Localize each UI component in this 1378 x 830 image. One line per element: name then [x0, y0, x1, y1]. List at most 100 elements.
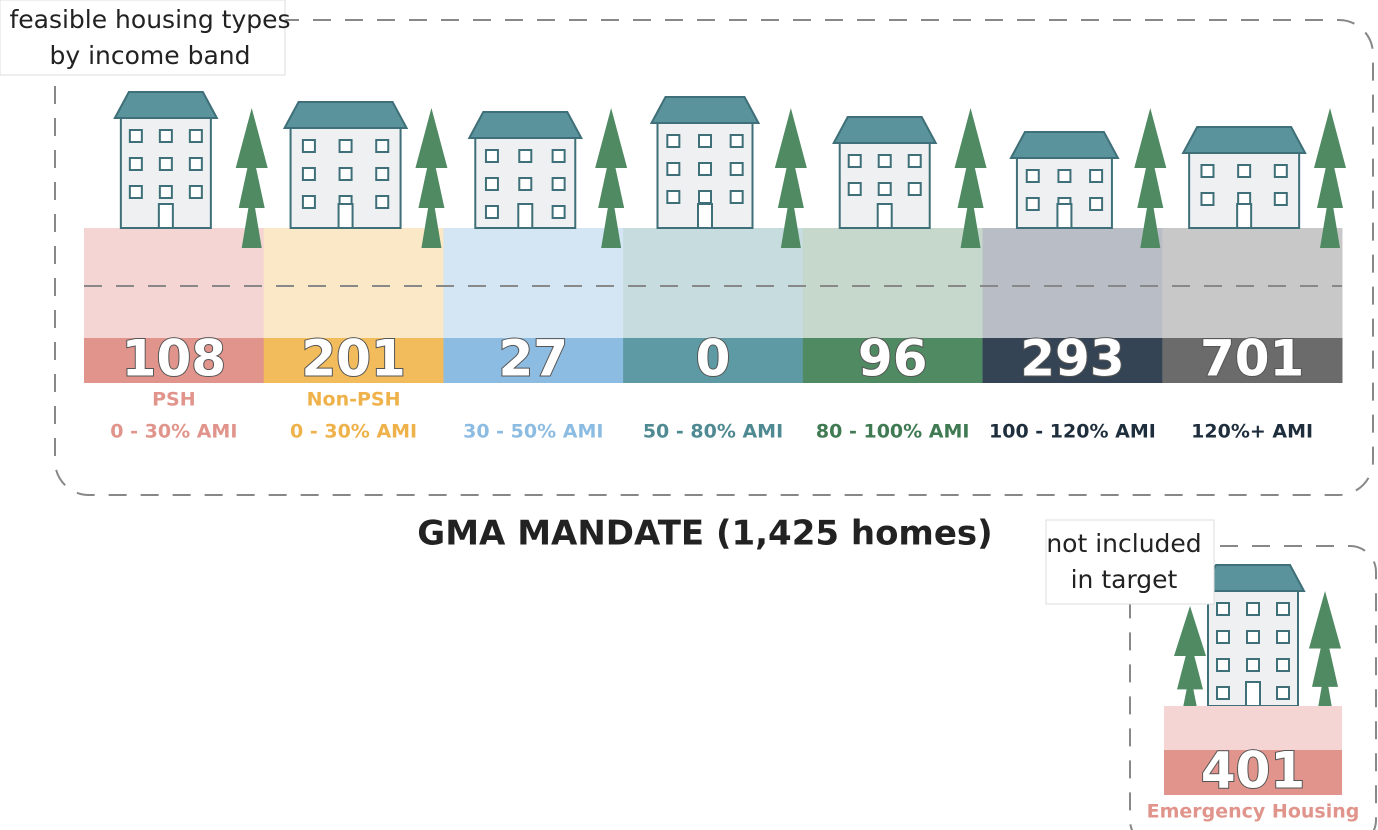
band-number: 96 [858, 330, 928, 388]
window [849, 155, 861, 167]
window [486, 178, 498, 190]
window [731, 163, 743, 175]
band-label: PSH [152, 389, 196, 411]
band-number: 293 [1020, 330, 1124, 388]
window [553, 150, 565, 162]
band-label: 0 - 30% AMI [290, 421, 417, 443]
roof [1183, 127, 1305, 153]
side-callout-text: in target [1071, 565, 1178, 594]
window [486, 206, 498, 218]
window [1277, 631, 1289, 643]
window [303, 140, 315, 152]
window [340, 140, 352, 152]
window [1027, 198, 1039, 210]
window [376, 168, 388, 180]
band-label: 120%+ AMI [1191, 421, 1313, 443]
band-light [803, 228, 983, 338]
band-number: 201 [301, 330, 405, 388]
emergency-label: Emergency Housing [1147, 801, 1360, 823]
window [376, 140, 388, 152]
roof [469, 112, 581, 138]
callout-text: feasible housing types [9, 5, 290, 34]
window [303, 168, 315, 180]
roof [1202, 565, 1304, 591]
band-label: 80 - 100% AMI [816, 421, 970, 443]
window [1217, 631, 1229, 643]
window [160, 186, 172, 198]
window [130, 130, 142, 142]
side-callout-text: not included [1046, 529, 1201, 558]
door [698, 204, 712, 228]
door [159, 204, 173, 228]
window [699, 191, 711, 203]
window [1277, 603, 1289, 615]
tree [1323, 698, 1327, 706]
window [303, 196, 315, 208]
window [190, 186, 202, 198]
window [376, 196, 388, 208]
band-light [264, 228, 444, 338]
roof [1011, 132, 1118, 158]
window [1027, 170, 1039, 182]
window [1090, 198, 1102, 210]
tree [429, 220, 433, 228]
tree [1148, 220, 1152, 228]
band-number: 27 [498, 330, 568, 388]
window [190, 130, 202, 142]
band-label: 30 - 50% AMI [463, 421, 603, 443]
tree [789, 220, 793, 228]
tree [969, 220, 973, 228]
tree [1188, 698, 1192, 706]
band-label: 100 - 120% AMI [989, 421, 1156, 443]
callout-text: by income band [49, 41, 250, 70]
door [518, 204, 532, 228]
band-light [623, 228, 803, 338]
window [1275, 165, 1287, 177]
tree [1328, 220, 1332, 228]
roof [652, 97, 759, 123]
window [160, 158, 172, 170]
window [849, 183, 861, 195]
window [160, 130, 172, 142]
mandate-title: GMA MANDATE (1,425 homes) [417, 514, 992, 554]
window [1090, 170, 1102, 182]
window [1275, 193, 1287, 205]
window [1247, 603, 1259, 615]
window [909, 155, 921, 167]
window [519, 150, 531, 162]
band-light [983, 228, 1163, 338]
tree [609, 220, 613, 228]
door [1246, 682, 1260, 706]
window [667, 135, 679, 147]
band-light [1162, 228, 1342, 338]
window [1217, 659, 1229, 671]
band-number: 108 [122, 330, 226, 388]
window [553, 206, 565, 218]
window [130, 186, 142, 198]
band-number: 0 [696, 330, 731, 388]
window [553, 178, 565, 190]
window [1217, 687, 1229, 699]
door [1057, 204, 1071, 228]
band-label: Non-PSH [307, 389, 401, 411]
window [190, 158, 202, 170]
window [667, 191, 679, 203]
window [519, 178, 531, 190]
door [339, 204, 353, 228]
band-light [443, 228, 623, 338]
window [1277, 687, 1289, 699]
window [909, 183, 921, 195]
window [699, 135, 711, 147]
window [1238, 165, 1250, 177]
window [340, 168, 352, 180]
door [1237, 204, 1251, 228]
window [486, 150, 498, 162]
window [1247, 659, 1259, 671]
window [699, 163, 711, 175]
roof [115, 92, 217, 118]
band-label: 0 - 30% AMI [110, 421, 237, 443]
roof [834, 117, 936, 143]
window [1201, 193, 1213, 205]
infographic: 108PSH 0 - 30% AMI 201Non-PSH 0 - 30% AMI 27… [0, 0, 1378, 830]
window [731, 191, 743, 203]
